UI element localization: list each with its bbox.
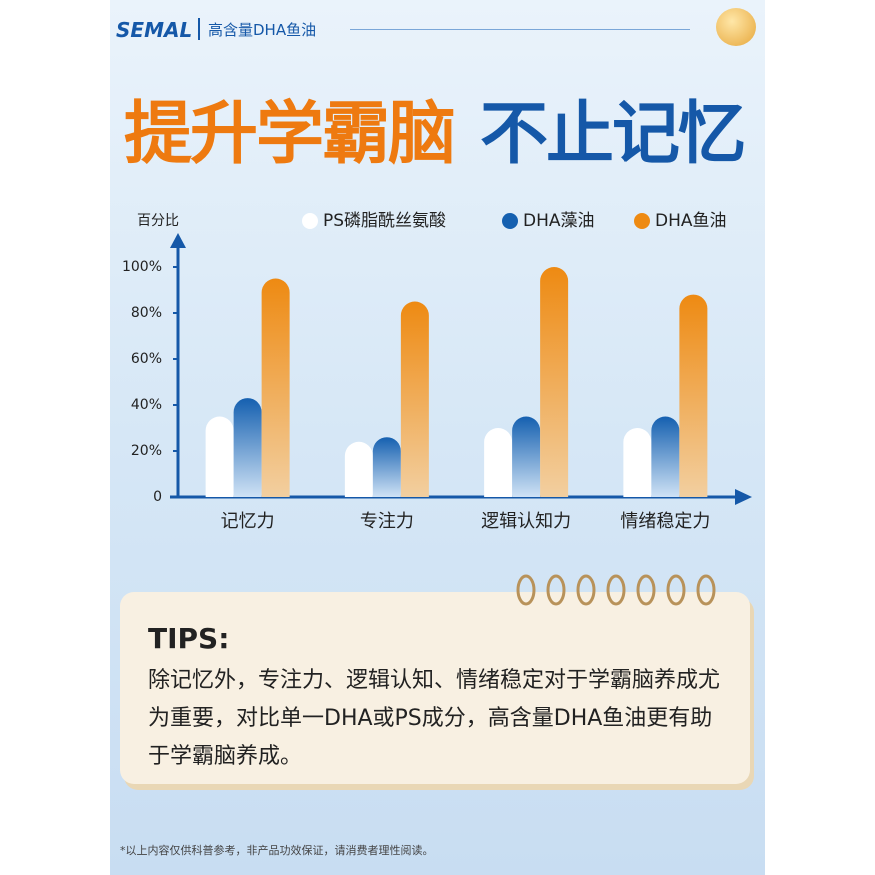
bar	[679, 294, 708, 497]
x-tick-label: 情绪稳定力	[620, 511, 710, 532]
tips-title: TIPS:	[148, 622, 230, 655]
brain-icon	[716, 8, 756, 46]
bar	[261, 278, 290, 497]
tips-body: 除记忆外，专注力、逻辑认知、情绪稳定对于学霸脑养成尤为重要，对比单一DHA或PS…	[148, 668, 721, 769]
y-tick-label: 0	[153, 489, 162, 505]
bar	[372, 437, 401, 497]
x-tick-label: 逻辑认知力	[481, 511, 571, 532]
y-tick-label: 40%	[131, 397, 162, 413]
spiral-rings	[516, 574, 716, 606]
header-rule	[350, 29, 690, 30]
y-tick-label: 20%	[131, 443, 162, 459]
legend-label: PS磷脂酰丝氨酸	[323, 211, 446, 231]
headline-blue: 不止记忆	[480, 95, 746, 174]
legend-marker	[634, 213, 650, 229]
bar	[651, 416, 680, 497]
bar	[540, 267, 569, 497]
y-tick-label: 80%	[131, 305, 162, 321]
legend-label: DHA藻油	[523, 211, 595, 231]
y-axis-arrow	[170, 233, 186, 248]
headline-orange: 提升学霸脑	[124, 95, 456, 174]
bar	[344, 441, 373, 497]
x-axis-arrow	[735, 489, 752, 505]
bar	[233, 398, 262, 497]
product-name: 高含量DHA鱼油	[208, 21, 317, 39]
y-tick-label: 100%	[122, 259, 162, 275]
footnote: *以上内容仅供科普参考，非产品功效保证，请消费者理性阅读。	[120, 844, 434, 857]
divider	[198, 18, 200, 40]
y-axis-label: 百分比	[137, 213, 179, 229]
bar	[400, 301, 429, 497]
brand: SEMAL	[116, 18, 193, 42]
legend-marker	[302, 213, 318, 229]
legend-marker	[502, 213, 518, 229]
bar	[484, 428, 513, 497]
bar	[623, 428, 652, 497]
x-tick-label: 专注力	[360, 511, 414, 532]
bar	[512, 416, 541, 497]
y-tick-label: 60%	[131, 351, 162, 367]
tips-card	[120, 592, 750, 784]
bar	[205, 416, 234, 497]
x-tick-label: 记忆力	[221, 511, 275, 532]
legend-label: DHA鱼油	[655, 211, 727, 231]
